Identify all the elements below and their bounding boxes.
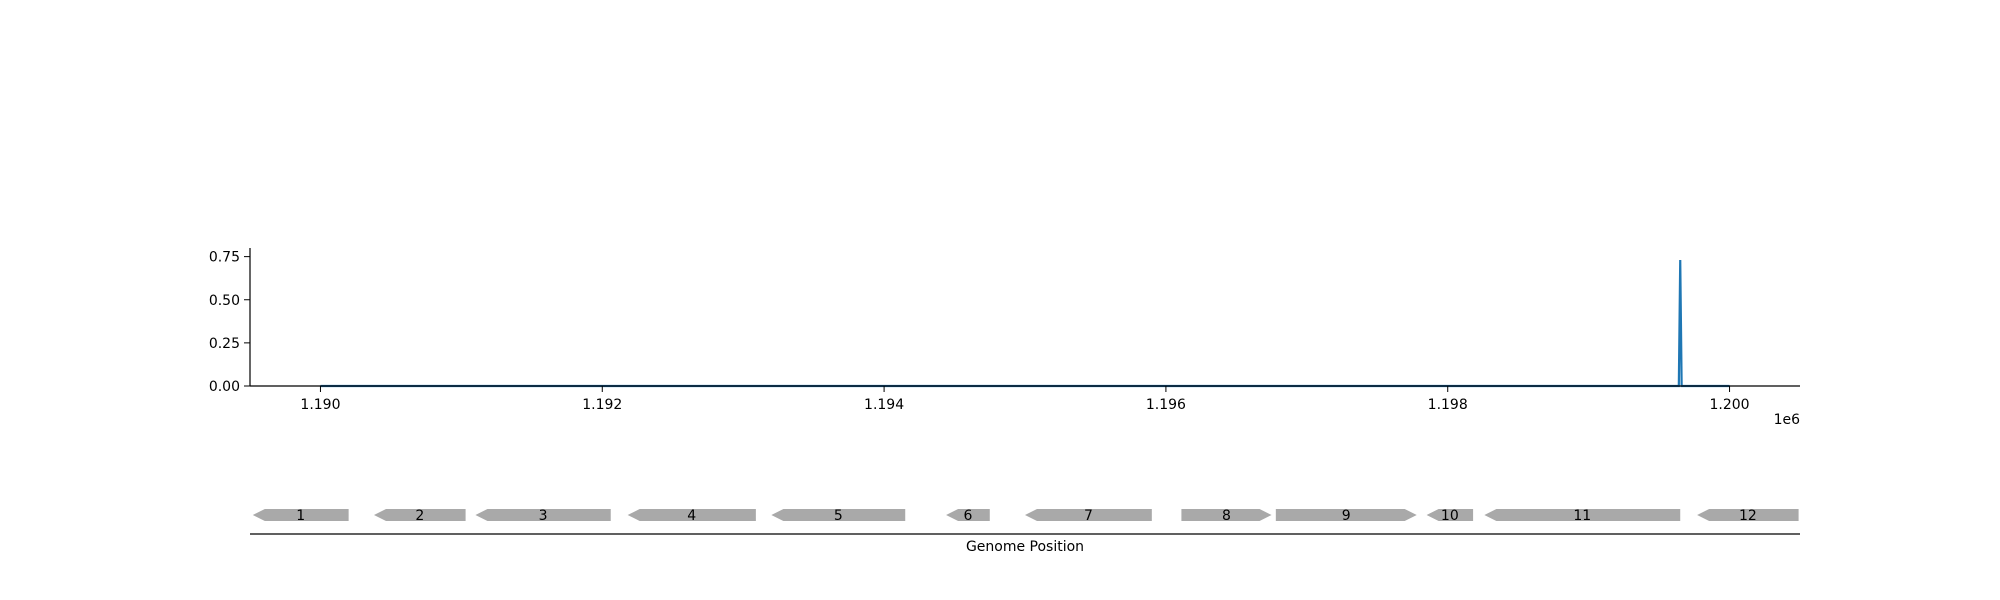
x-tick-label: 1.194	[864, 397, 904, 413]
gene-label-12: 12	[1739, 508, 1757, 524]
gene-label-1: 1	[296, 508, 305, 524]
gene-label-8: 8	[1222, 508, 1231, 524]
gene-arrow-12	[1697, 509, 1799, 521]
gene-arrow-4	[627, 509, 756, 521]
gene-label-5: 5	[834, 508, 843, 524]
gene-arrow-1	[252, 509, 349, 521]
gene-label-6: 6	[963, 508, 972, 524]
gene-label-9: 9	[1342, 508, 1351, 524]
gene-arrow-2	[374, 509, 466, 521]
gene-arrow-9	[1275, 509, 1417, 521]
x-tick-label: 1.192	[582, 397, 622, 413]
x-offset-label: 1e6	[1774, 412, 1801, 428]
gene-arrow-6	[946, 509, 990, 521]
gene-arrow-10	[1426, 509, 1474, 521]
gene-label-2: 2	[415, 508, 424, 524]
series-layer	[320, 260, 1730, 388]
y-tick-label: 0.50	[209, 293, 240, 309]
x-tick-label: 1.196	[1146, 397, 1186, 413]
x-ticks: 1.190 1.192 1.194 1.196 1.198 1.200	[300, 386, 1750, 413]
y-ticks: 0.00 0.25 0.50 0.75	[209, 250, 250, 395]
gene-arrow-3	[475, 509, 611, 521]
x-tick-label: 1.198	[1428, 397, 1468, 413]
gene-arrow-5	[771, 509, 906, 521]
gene-track: 1 2 3 4 5 6 7 8 9 10 11 12 Genome Position	[250, 508, 1800, 555]
y-tick-label: 0.00	[209, 379, 240, 395]
gene-arrow-7	[1025, 509, 1152, 521]
gene-label-11: 11	[1573, 508, 1591, 524]
gene-arrow-8	[1181, 509, 1272, 521]
gene-label-3: 3	[539, 508, 548, 524]
gene-label-10: 10	[1441, 508, 1459, 524]
x-axis-label: Genome Position	[966, 539, 1084, 555]
gene-label-4: 4	[687, 508, 696, 524]
gene-layer: 1 2 3 4 5 6 7 8 9 10 11 12	[252, 508, 1799, 524]
y-tick-label: 0.25	[209, 336, 240, 352]
x-tick-label: 1.200	[1709, 397, 1749, 413]
coverage-plot: 0.000.250.500.75 1.190 1.192 1.194 1.196 1.1…	[209, 248, 1800, 428]
gene-label-7: 7	[1084, 508, 1093, 524]
series-line-0	[320, 260, 1730, 388]
y-tick-label: 0.75	[209, 250, 240, 266]
gene-arrow-11	[1484, 509, 1681, 521]
x-tick-label: 1.190	[300, 397, 340, 413]
